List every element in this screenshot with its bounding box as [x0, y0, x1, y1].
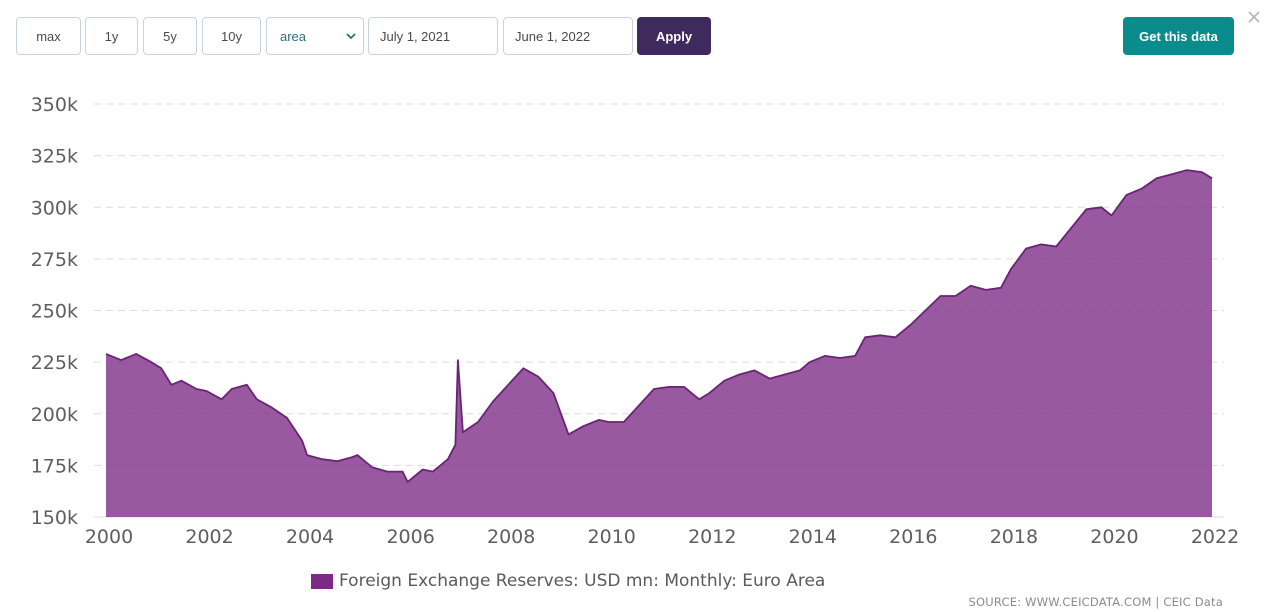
range-1y-button[interactable]: 1y — [85, 17, 138, 55]
close-icon[interactable] — [1247, 10, 1261, 24]
x-tick-label: 2004 — [286, 526, 334, 548]
chevron-down-icon — [346, 33, 356, 40]
start-date-input[interactable] — [368, 17, 498, 55]
y-tick-label: 200k — [31, 404, 78, 426]
source-credit: SOURCE: WWW.CEICDATA.COM | CEIC Data — [968, 595, 1223, 609]
range-5y-button[interactable]: 5y — [143, 17, 197, 55]
series-area-0 — [106, 170, 1212, 517]
y-tick-label: 150k — [31, 507, 78, 529]
x-tick-label: 2016 — [889, 526, 937, 548]
area-chart: 150k 175k 200k 225k 250k 275k 300k 325k 350k 200… — [31, 94, 1239, 548]
get-this-data-button[interactable]: Get this data — [1123, 17, 1234, 55]
chart-type-select-value: area — [280, 28, 307, 44]
legend-label: Foreign Exchange Reserves: USD mn: Month… — [339, 571, 826, 591]
y-tick-label: 300k — [31, 197, 78, 219]
toolbar: max 1y 5y 10y area Apply Get this data — [0, 0, 1274, 60]
y-axis-tick-labels: 150k 175k 200k 225k 250k 275k 300k 325k 350k — [31, 94, 78, 529]
y-tick-label: 325k — [31, 146, 78, 168]
range-max-button[interactable]: max — [16, 17, 81, 55]
legend-swatch — [311, 573, 333, 589]
apply-button[interactable]: Apply — [637, 17, 711, 55]
y-tick-label: 275k — [31, 249, 78, 271]
x-tick-label: 2014 — [789, 526, 837, 548]
x-tick-label: 2020 — [1090, 526, 1138, 548]
x-tick-label: 2018 — [990, 526, 1038, 548]
x-axis-tick-labels: 2000 2002 2004 2006 2008 2010 2012 2014 2016 2018… — [85, 526, 1239, 548]
series-group — [105, 169, 1213, 517]
y-tick-label: 350k — [31, 94, 78, 116]
x-tick-label: 2010 — [588, 526, 636, 548]
y-tick-label: 225k — [31, 352, 78, 374]
y-tick-label: 250k — [31, 301, 78, 323]
y-tick-label: 175k — [31, 455, 78, 477]
x-tick-label: 2008 — [487, 526, 535, 548]
x-tick-label: 2012 — [688, 526, 736, 548]
range-10y-button[interactable]: 10y — [202, 17, 261, 55]
chart-type-select[interactable]: area — [266, 17, 364, 55]
x-tick-label: 2006 — [386, 526, 434, 548]
series-line-0 — [105, 169, 1213, 483]
x-tick-label: 2022 — [1191, 526, 1239, 548]
end-date-input[interactable] — [503, 17, 633, 55]
x-tick-label: 2002 — [185, 526, 233, 548]
legend[interactable]: Foreign Exchange Reserves: USD mn: Month… — [311, 571, 825, 591]
x-tick-label: 2000 — [85, 526, 133, 548]
